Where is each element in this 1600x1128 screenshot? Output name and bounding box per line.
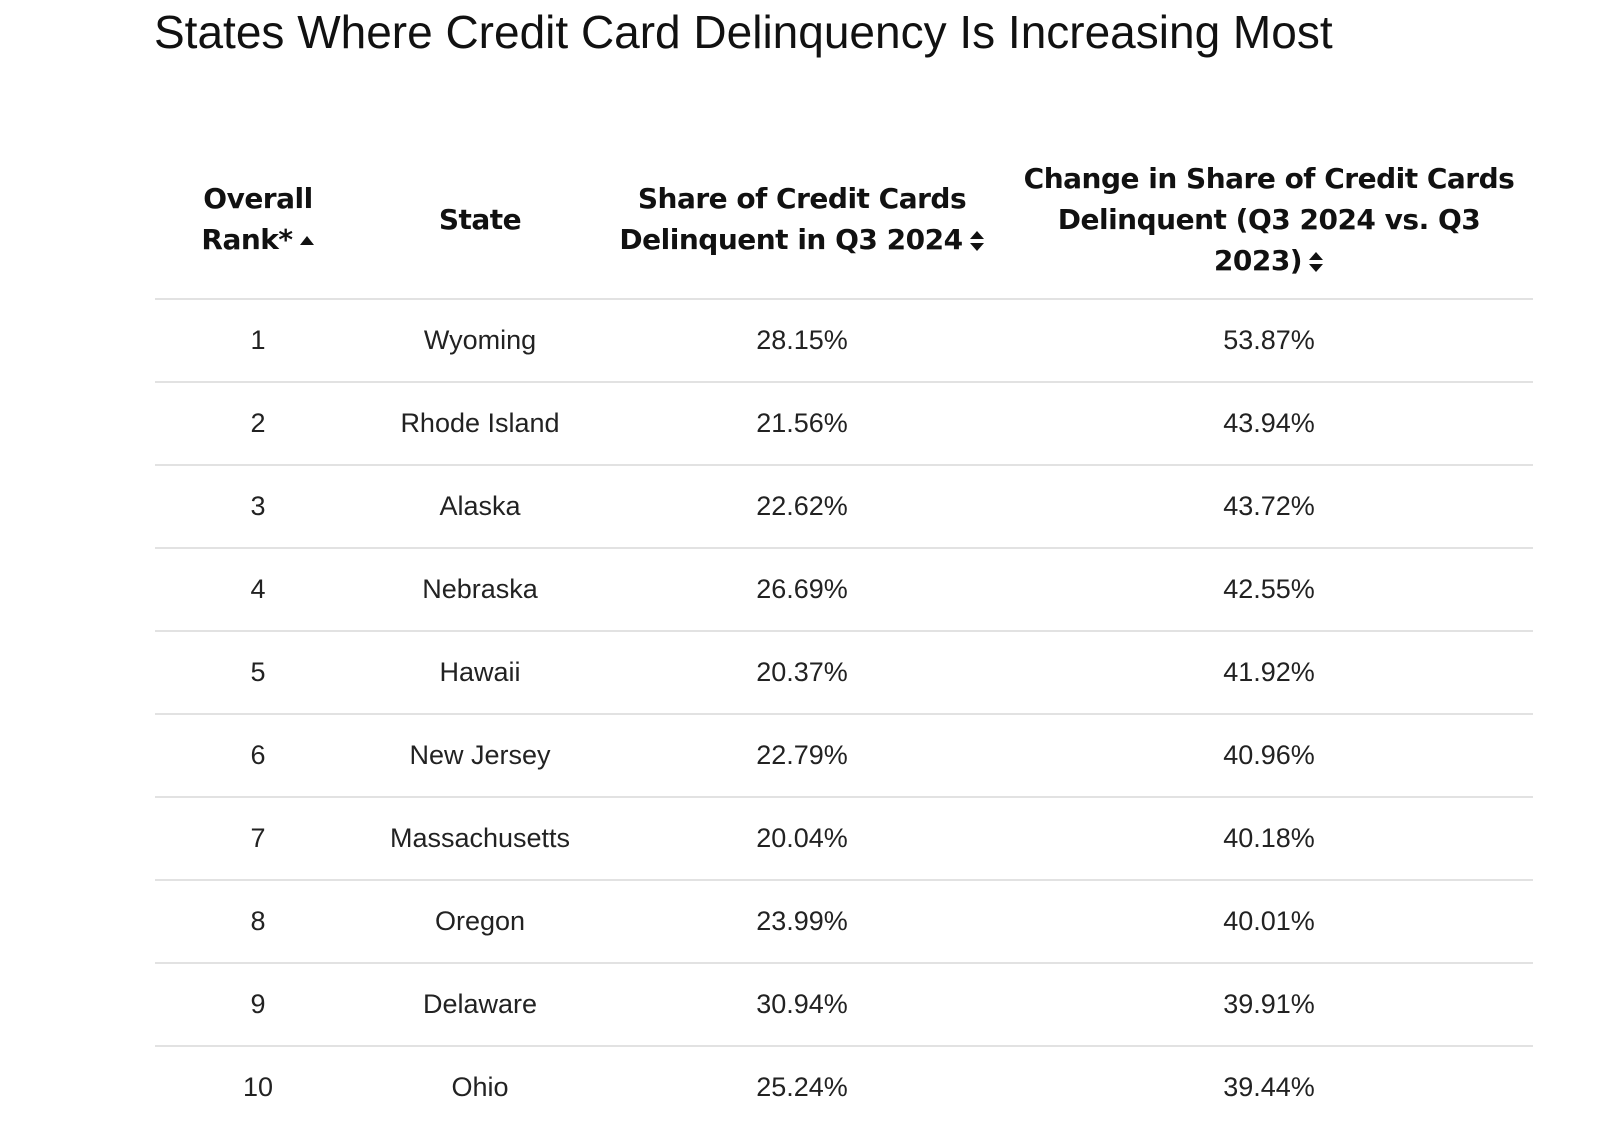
state-cell: Hawaii bbox=[361, 631, 599, 715]
state-cell: Massachusetts bbox=[361, 797, 599, 881]
table-row: 9 Delaware 30.94% 39.91% bbox=[155, 963, 1533, 1047]
table-header: Overall Rank* State Share of Credit Card… bbox=[155, 140, 1533, 300]
change-cell: 42.55% bbox=[1005, 548, 1533, 632]
table-body: 1 Wyoming 28.15% 53.87% 2 Rhode Island 2… bbox=[155, 299, 1533, 1128]
change-cell: 40.18% bbox=[1005, 797, 1533, 881]
column-header-share-label: Share of Credit Cards Delinquent in Q3 2… bbox=[619, 182, 967, 256]
state-cell: Delaware bbox=[361, 963, 599, 1047]
rank-cell: 5 bbox=[155, 631, 361, 715]
table-row: 2 Rhode Island 21.56% 43.94% bbox=[155, 382, 1533, 466]
change-cell: 43.94% bbox=[1005, 382, 1533, 466]
share-cell: 25.24% bbox=[756, 1072, 848, 1102]
ranking-table-container: Overall Rank* State Share of Credit Card… bbox=[155, 140, 1533, 1128]
share-cell: 22.79% bbox=[599, 714, 1005, 798]
change-cell: 41.92% bbox=[1005, 631, 1533, 715]
column-header-change[interactable]: Change in Share of Credit Cards Delinque… bbox=[1005, 140, 1533, 300]
column-header-state-label: State bbox=[438, 202, 522, 236]
share-cell: 30.94% bbox=[599, 963, 1005, 1047]
change-cell: 40.01% bbox=[1005, 880, 1533, 964]
table-row: 10 Ohio 25.24% 39.44% bbox=[155, 1046, 1533, 1128]
rank-cell: 2 bbox=[155, 382, 361, 466]
change-cell: 53.87% bbox=[1005, 299, 1533, 383]
state-cell: Wyoming bbox=[361, 299, 599, 383]
table-row: 7 Massachusetts 20.04% 40.18% bbox=[155, 797, 1533, 881]
table-row: 4 Nebraska 26.69% 42.55% bbox=[155, 548, 1533, 632]
table-row: 8 Oregon 23.99% 40.01% bbox=[155, 880, 1533, 964]
change-cell: 39.44% bbox=[1223, 1072, 1315, 1102]
ranking-table: Overall Rank* State Share of Credit Card… bbox=[155, 140, 1533, 1128]
table-row: 5 Hawaii 20.37% 41.92% bbox=[155, 631, 1533, 715]
state-cell: Rhode Island bbox=[361, 382, 599, 466]
column-header-rank-label: Overall Rank* bbox=[201, 182, 313, 256]
column-header-rank[interactable]: Overall Rank* bbox=[155, 140, 361, 300]
state-cell: Oregon bbox=[361, 880, 599, 964]
share-cell: 21.56% bbox=[599, 382, 1005, 466]
state-cell: Ohio bbox=[451, 1072, 509, 1102]
sort-ascending-icon[interactable] bbox=[299, 234, 315, 248]
share-cell: 22.62% bbox=[599, 465, 1005, 549]
rank-cell: 10 bbox=[242, 1072, 274, 1102]
share-cell: 20.37% bbox=[599, 631, 1005, 715]
sort-both-icon[interactable] bbox=[1308, 251, 1324, 273]
share-cell: 23.99% bbox=[599, 880, 1005, 964]
state-cell: New Jersey bbox=[361, 714, 599, 798]
table-row: 1 Wyoming 28.15% 53.87% bbox=[155, 299, 1533, 383]
page-title: States Where Credit Card Delinquency Is … bbox=[154, 6, 1333, 58]
column-header-state: State bbox=[361, 140, 599, 300]
change-cell: 43.72% bbox=[1005, 465, 1533, 549]
rank-cell: 1 bbox=[155, 299, 361, 383]
column-header-change-label: Change in Share of Credit Cards Delinque… bbox=[1023, 161, 1515, 277]
rank-cell: 6 bbox=[155, 714, 361, 798]
share-cell: 26.69% bbox=[599, 548, 1005, 632]
state-cell: Alaska bbox=[361, 465, 599, 549]
share-cell: 20.04% bbox=[599, 797, 1005, 881]
header-row: Overall Rank* State Share of Credit Card… bbox=[155, 140, 1533, 300]
state-cell: Nebraska bbox=[361, 548, 599, 632]
rank-cell: 8 bbox=[155, 880, 361, 964]
rank-cell: 9 bbox=[155, 963, 361, 1047]
change-cell: 40.96% bbox=[1005, 714, 1533, 798]
rank-cell: 4 bbox=[155, 548, 361, 632]
rank-cell: 3 bbox=[155, 465, 361, 549]
share-cell: 28.15% bbox=[599, 299, 1005, 383]
column-header-share[interactable]: Share of Credit Cards Delinquent in Q3 2… bbox=[599, 140, 1005, 300]
table-row: 3 Alaska 22.62% 43.72% bbox=[155, 465, 1533, 549]
change-cell: 39.91% bbox=[1005, 963, 1533, 1047]
sort-both-icon[interactable] bbox=[969, 230, 985, 252]
rank-cell: 7 bbox=[155, 797, 361, 881]
table-row: 6 New Jersey 22.79% 40.96% bbox=[155, 714, 1533, 798]
